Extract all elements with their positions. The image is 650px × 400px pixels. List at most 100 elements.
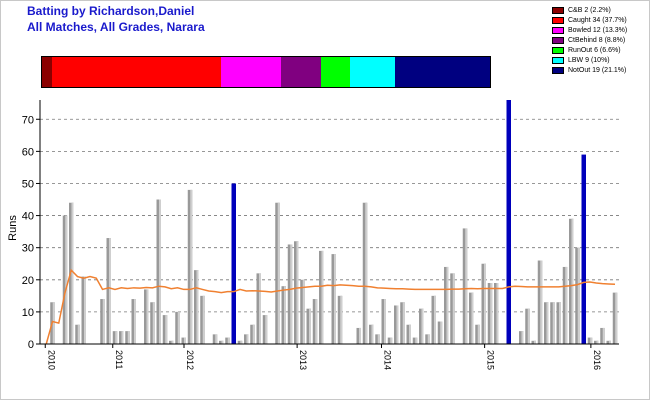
innings-bar <box>131 299 136 344</box>
innings-bar-highlight <box>290 244 293 344</box>
innings-bar <box>381 299 386 344</box>
innings-bar <box>475 324 480 344</box>
innings-bar <box>237 340 243 344</box>
innings-bar-highlight <box>552 302 555 344</box>
legend-item: Caught 34 (37.7%) <box>552 15 627 25</box>
legend-swatch <box>552 66 564 74</box>
innings-bar-highlight <box>358 327 361 344</box>
chart-subtitle: All Matches, All Grades, Narara <box>27 20 205 34</box>
innings-bar <box>444 266 449 344</box>
innings-bar <box>106 238 111 344</box>
innings-bar <box>244 334 249 344</box>
dismissal-segment <box>281 57 321 87</box>
innings-bar <box>62 215 68 344</box>
innings-bar <box>169 340 174 344</box>
innings-bar <box>481 263 486 344</box>
y-tick-label: 70 <box>22 114 34 126</box>
legend-swatch <box>552 36 564 44</box>
y-tick-label: 0 <box>28 339 34 351</box>
innings-bar <box>600 327 605 344</box>
innings-bar <box>294 241 299 344</box>
innings-bar-highlight <box>465 228 468 344</box>
innings-bar-highlight <box>415 337 418 344</box>
innings-bar <box>275 202 280 344</box>
innings-bar <box>544 302 549 344</box>
innings-bar-highlight <box>77 324 80 344</box>
innings-bar <box>606 340 611 344</box>
innings-bar-highlight <box>240 340 243 344</box>
innings-bar <box>337 295 343 344</box>
innings-bar <box>406 324 411 344</box>
innings-bar-highlight <box>283 286 286 344</box>
innings-bar <box>419 308 424 344</box>
innings-bar <box>144 289 149 344</box>
y-tick-label: 40 <box>22 211 34 223</box>
legend-item: C&B 2 (2.2%) <box>552 5 627 15</box>
innings-bar-highlight <box>333 254 336 344</box>
innings-bar <box>362 202 368 344</box>
innings-bar-highlight <box>490 283 493 344</box>
innings-bar-highlight <box>221 340 224 344</box>
legend-swatch <box>552 6 564 14</box>
legend-swatch <box>552 26 564 34</box>
legend: C&B 2 (2.2%) Caught 34 (37.7%) Bowled 12 (… <box>552 5 627 75</box>
year-label: 2010 <box>46 350 56 370</box>
year-label: 2011 <box>114 350 124 369</box>
legend-swatch <box>552 16 564 24</box>
legend-swatch <box>552 46 564 54</box>
innings-bar-highlight <box>408 324 411 344</box>
innings-bar-highlight <box>546 302 549 344</box>
innings-bar-highlight <box>427 334 430 344</box>
innings-bar-highlight <box>452 273 455 344</box>
y-axis-label: Runs <box>7 215 19 241</box>
innings-bar <box>556 302 561 344</box>
dismissal-segment <box>42 57 52 87</box>
legend-item: RunOut 6 (6.6%) <box>552 45 627 55</box>
year-label: 2012 <box>185 350 195 370</box>
innings-bar <box>181 337 186 344</box>
innings-bar <box>162 315 168 344</box>
innings-bar-highlight <box>302 279 305 344</box>
innings-bar <box>112 331 118 344</box>
legend-label: CtBehind 8 (8.8%) <box>568 36 626 44</box>
innings-bar <box>119 331 124 344</box>
innings-bar <box>469 292 474 344</box>
dismissal-segment <box>51 57 222 87</box>
innings-bar-highlight <box>308 308 311 344</box>
innings-bar <box>562 266 568 344</box>
innings-bar-highlight <box>171 340 174 344</box>
innings-bar <box>519 331 524 344</box>
innings-bar <box>450 273 455 344</box>
innings-bar-highlight <box>402 302 405 344</box>
innings-bar-highlight <box>615 292 618 344</box>
innings-bar-highlight <box>165 315 168 344</box>
y-tick-label: 20 <box>22 275 34 287</box>
innings-bar <box>187 189 193 344</box>
innings-bar-highlight <box>602 327 605 344</box>
dismissal-segment <box>320 57 351 87</box>
innings-bar-highlight <box>471 292 474 344</box>
innings-bar-highlight <box>440 321 443 344</box>
innings-bar-highlight <box>83 276 86 344</box>
innings-bar <box>494 283 499 344</box>
year-label: 2014 <box>383 350 393 370</box>
innings-bar <box>175 311 180 344</box>
innings-bar-highlight <box>133 299 136 344</box>
innings-bar <box>194 270 199 344</box>
innings-bar-highlight <box>296 241 299 344</box>
innings-bar-highlight <box>315 299 318 344</box>
innings-bar <box>587 337 593 344</box>
innings-bar <box>200 295 205 344</box>
dismissal-segment <box>395 57 490 87</box>
innings-bar <box>262 315 268 344</box>
innings-bar-highlight <box>527 308 530 344</box>
innings-bar <box>225 337 230 344</box>
year-label: 2015 <box>486 350 496 370</box>
innings-bar <box>150 302 155 344</box>
innings-bar <box>156 199 161 344</box>
innings-bar-highlight <box>146 289 149 344</box>
innings-bar-highlight <box>477 324 480 344</box>
innings-bar <box>219 340 224 344</box>
innings-bar <box>331 254 336 344</box>
innings-bar-highlight <box>252 324 255 344</box>
